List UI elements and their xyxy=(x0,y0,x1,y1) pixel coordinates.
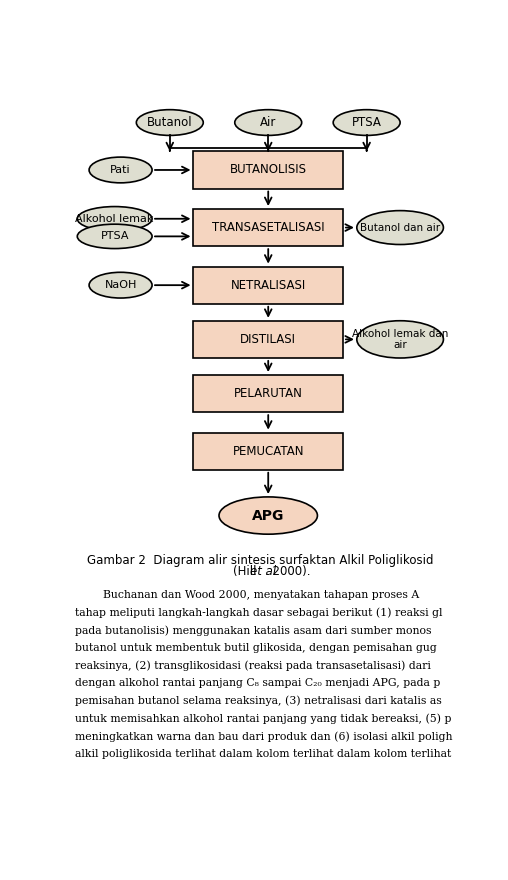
Text: APG: APG xyxy=(252,509,284,523)
Text: et al: et al xyxy=(250,565,276,578)
Text: PEMUCATAN: PEMUCATAN xyxy=(233,444,304,458)
Ellipse shape xyxy=(136,110,203,136)
Text: (Hill: (Hill xyxy=(233,565,261,578)
Text: Butanol dan air: Butanol dan air xyxy=(360,223,440,232)
Text: Alkohol lemak dan
air: Alkohol lemak dan air xyxy=(352,328,448,350)
Text: butanol untuk membentuk butil glikosida, dengan pemisahan gug: butanol untuk membentuk butil glikosida,… xyxy=(75,643,437,653)
Text: NaOH: NaOH xyxy=(105,280,137,290)
Text: pemisahan butanol selama reaksinya, (3) netralisasi dari katalis as: pemisahan butanol selama reaksinya, (3) … xyxy=(75,696,442,707)
Ellipse shape xyxy=(357,210,443,245)
FancyBboxPatch shape xyxy=(194,209,343,246)
FancyBboxPatch shape xyxy=(194,375,343,412)
Text: . 2000).: . 2000). xyxy=(265,565,310,578)
Text: pada butanolisis) menggunakan katalis asam dari sumber monos: pada butanolisis) menggunakan katalis as… xyxy=(75,626,432,636)
Text: untuk memisahkan alkohol rantai panjang yang tidak bereaksi, (5) p: untuk memisahkan alkohol rantai panjang … xyxy=(75,714,452,724)
FancyBboxPatch shape xyxy=(194,433,343,470)
Text: tahap meliputi langkah-langkah dasar sebagai berikut (1) reaksi gl: tahap meliputi langkah-langkah dasar seb… xyxy=(75,608,443,619)
Ellipse shape xyxy=(89,158,152,183)
Ellipse shape xyxy=(219,497,318,534)
Text: Butanol: Butanol xyxy=(147,116,193,129)
Text: Gambar 2  Diagram alir sintesis surfaktan Alkil Poliglikosid: Gambar 2 Diagram alir sintesis surfaktan… xyxy=(87,554,434,568)
Text: meningkatkan warna dan bau dari produk dan (6) isolasi alkil poligh: meningkatkan warna dan bau dari produk d… xyxy=(75,731,453,742)
Text: TRANSASETALISASI: TRANSASETALISASI xyxy=(212,221,325,234)
Text: PTSA: PTSA xyxy=(352,116,382,129)
Text: Pati: Pati xyxy=(110,165,131,175)
Text: BUTANOLISIS: BUTANOLISIS xyxy=(230,164,307,177)
Ellipse shape xyxy=(333,110,400,136)
Text: dengan alkohol rantai panjang C₈ sampai C₂₀ menjadi APG, pada p: dengan alkohol rantai panjang C₈ sampai … xyxy=(75,678,440,688)
Ellipse shape xyxy=(77,224,152,248)
Ellipse shape xyxy=(89,272,152,298)
Text: reaksinya, (2) transglikosidasi (reaksi pada transasetalisasi) dari: reaksinya, (2) transglikosidasi (reaksi … xyxy=(75,661,431,671)
Text: PELARUTAN: PELARUTAN xyxy=(234,387,303,400)
Ellipse shape xyxy=(77,207,152,231)
Text: alkil poliglikosida terlihat dalam kolom terlihat dalam kolom terlihat: alkil poliglikosida terlihat dalam kolom… xyxy=(75,749,452,759)
Text: NETRALISASI: NETRALISASI xyxy=(231,279,306,291)
FancyBboxPatch shape xyxy=(194,267,343,304)
Text: Alkohol lemak: Alkohol lemak xyxy=(76,214,154,224)
Ellipse shape xyxy=(235,110,302,136)
FancyBboxPatch shape xyxy=(194,151,343,188)
Text: Buchanan dan Wood 2000, menyatakan tahapan proses A: Buchanan dan Wood 2000, menyatakan tahap… xyxy=(75,590,420,600)
FancyBboxPatch shape xyxy=(194,320,343,358)
Text: DISTILASI: DISTILASI xyxy=(240,333,296,346)
Text: PTSA: PTSA xyxy=(101,231,129,241)
Text: Air: Air xyxy=(260,116,276,129)
Ellipse shape xyxy=(357,320,443,358)
